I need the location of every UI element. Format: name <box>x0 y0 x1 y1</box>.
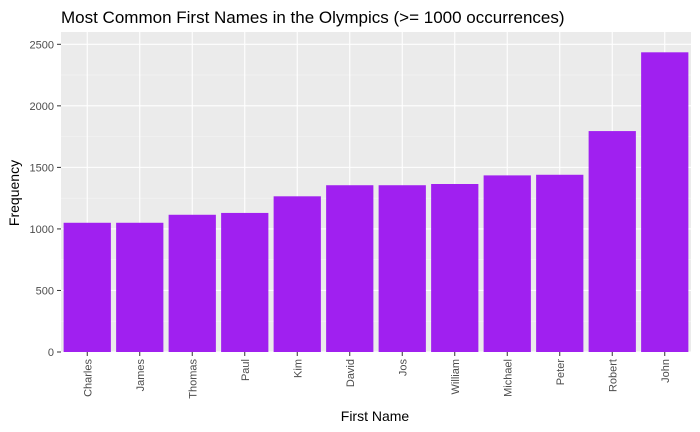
y-tick-label: 1000 <box>30 224 54 236</box>
y-axis: 0 500 1000 1500 2000 2500 <box>30 39 61 359</box>
bar-robert <box>588 131 636 352</box>
x-axis: Charles James Thomas Paul Kim David Jos William… <box>82 352 672 399</box>
y-tick-label: 2500 <box>30 39 54 51</box>
x-tick-label: Robert <box>607 359 619 392</box>
x-tick-label: Jos <box>397 359 409 377</box>
minor-gridlines <box>61 74 691 322</box>
x-tick-label: Paul <box>240 359 252 381</box>
bar-charles <box>63 222 111 352</box>
x-axis-title: First Name <box>341 408 410 424</box>
x-tick-label: Peter <box>555 359 567 386</box>
bar-david <box>326 185 374 352</box>
bar-peter <box>536 174 584 352</box>
x-tick-label: Thomas <box>187 359 199 399</box>
bar-john <box>641 52 689 353</box>
x-tick-label: James <box>135 359 147 392</box>
x-tick-label: David <box>345 359 357 387</box>
y-tick-label: 500 <box>36 285 54 297</box>
x-tick-label: Charles <box>82 359 94 397</box>
y-tick-label: 0 <box>48 347 54 359</box>
plot-panel <box>61 32 691 352</box>
chart-title: Most Common First Names in the Olympics … <box>61 8 565 27</box>
x-tick-label: Michael <box>502 359 514 397</box>
x-tick-label: John <box>660 359 672 383</box>
bar-paul <box>221 212 269 352</box>
bar-michael <box>483 175 531 352</box>
bar-thomas <box>168 214 216 352</box>
y-tick-label: 1500 <box>30 162 54 174</box>
bars <box>63 52 689 353</box>
y-axis-title: Frequency <box>6 160 22 226</box>
x-tick-label: Kim <box>292 359 304 378</box>
x-tick-label: William <box>450 359 462 394</box>
bar-jos <box>378 185 426 352</box>
bar-kim <box>273 196 321 352</box>
bar-james <box>116 222 164 352</box>
y-tick-label: 2000 <box>30 101 54 113</box>
bar-william <box>431 184 479 352</box>
